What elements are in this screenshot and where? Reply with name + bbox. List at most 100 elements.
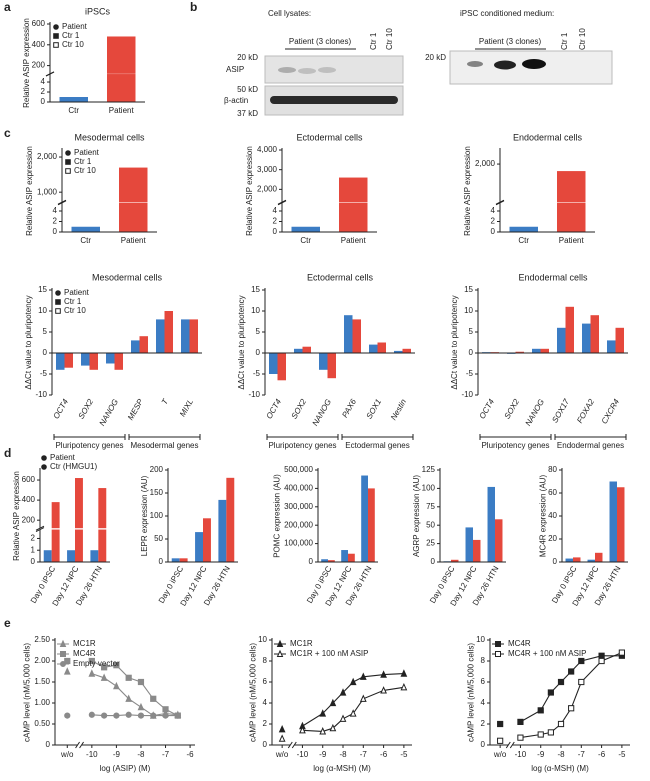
- legend-label: MC1R: [290, 639, 313, 648]
- y-tick-label: 0: [309, 557, 314, 566]
- y-tick-label: 50: [426, 520, 435, 529]
- y-tick-label: 0: [159, 557, 164, 566]
- marker: [276, 639, 284, 647]
- marker: [349, 677, 357, 686]
- bar: [302, 346, 311, 353]
- x-tick-label: -7: [578, 750, 586, 759]
- y-tick-label: 4: [491, 206, 496, 215]
- y-tick-label: 1.50: [34, 677, 50, 686]
- marker: [495, 651, 501, 657]
- marker: [137, 712, 145, 719]
- y-tick-label: -10: [248, 390, 260, 399]
- band: [522, 59, 546, 69]
- chart-title: Ectodermal cells: [307, 272, 374, 282]
- x-tick-label: Ctr: [80, 236, 91, 245]
- blots: b Cell lysates: Patient (3 clones) Ctr 1…: [190, 0, 613, 118]
- lane-group: Patient (3 clones): [289, 37, 352, 46]
- marker: [100, 673, 108, 681]
- marker: [537, 707, 544, 714]
- panel-letter: e: [4, 616, 11, 630]
- x-tick-label: -8: [137, 750, 145, 759]
- protein-label: ASIP: [226, 65, 244, 74]
- marker: [64, 712, 71, 719]
- bar: [341, 550, 348, 562]
- marker: [598, 657, 605, 665]
- bar: [540, 348, 549, 353]
- y-axis-label: cAMP level (nM/5,000 cells): [466, 643, 475, 742]
- y-tick-label: -5: [466, 369, 474, 378]
- bar: [321, 559, 328, 562]
- legend-label: Patient: [64, 288, 90, 297]
- break-mark: [495, 199, 505, 205]
- bar: [515, 351, 524, 353]
- x-tick-label: -6: [380, 750, 388, 759]
- x-tick-label: SOX2: [503, 397, 522, 420]
- bar: [189, 319, 198, 353]
- x-tick-label: -8: [339, 750, 347, 759]
- marker: [88, 711, 95, 718]
- marker: [60, 651, 66, 657]
- bar: [607, 340, 616, 353]
- bar: [617, 487, 625, 562]
- panel-letter: a: [4, 0, 11, 14]
- bar: [590, 315, 599, 353]
- y-tick-label: 0: [46, 740, 51, 749]
- y-tick-label: 4: [41, 77, 46, 86]
- x-tick-label: T: [160, 397, 171, 407]
- lane-group: Patient (3 clones): [479, 37, 542, 46]
- marker: [65, 168, 71, 174]
- x-tick-label: SOX2: [290, 397, 309, 420]
- axis-break: [278, 202, 379, 203]
- bar: [615, 327, 624, 353]
- y-tick-label: 1,000: [37, 187, 58, 196]
- bar: [344, 315, 353, 353]
- bar: [557, 171, 586, 232]
- bar: [582, 323, 591, 353]
- y-tick-label: 0: [53, 227, 58, 236]
- y-tick-label: 10: [38, 306, 47, 315]
- y-tick-label: -5: [40, 369, 48, 378]
- bar: [90, 550, 99, 562]
- marker: [618, 649, 625, 656]
- axis-break: [77, 743, 82, 747]
- y-axis-label: Relative ASIP expression: [245, 146, 254, 236]
- marker: [359, 694, 367, 702]
- bar: [377, 342, 386, 353]
- marker: [53, 24, 59, 30]
- y-tick-label: 0: [41, 97, 46, 106]
- y-tick-label: 0.50: [34, 719, 50, 728]
- marker: [380, 686, 387, 694]
- y-tick-label: 200: [32, 61, 46, 70]
- x-tick-label: Patient: [121, 236, 147, 245]
- marker: [319, 727, 327, 735]
- y-tick-label: 0: [31, 557, 36, 566]
- y-tick-label: 2: [53, 217, 58, 226]
- chart-title: iPSCs: [85, 6, 111, 16]
- x-tick-label: w/o: [275, 750, 289, 759]
- x-axis-label: log (α-MSH) (M): [531, 764, 589, 773]
- marker: [59, 639, 67, 647]
- y-tick-label: 3,000: [257, 165, 278, 174]
- bar: [218, 499, 227, 562]
- y-tick-label: 40: [548, 511, 557, 520]
- bar: [402, 348, 411, 353]
- y-axis-label: ΔΔCt value to pluripotency: [24, 295, 33, 389]
- group-label: Pluripotency genes: [55, 441, 123, 450]
- marker: [65, 150, 71, 156]
- y-tick-label: 4,000: [257, 145, 278, 154]
- marker: [359, 672, 367, 680]
- bar: [565, 558, 573, 562]
- marker: [557, 678, 565, 686]
- band: [270, 96, 398, 104]
- bar: [114, 353, 123, 370]
- y-tick-label: 100: [150, 511, 164, 520]
- legend-label: Ctr 10: [74, 166, 96, 175]
- break-mark: [505, 741, 511, 749]
- bar: [195, 532, 203, 562]
- marker: [276, 649, 284, 657]
- y-tick-label: 25: [426, 539, 435, 548]
- break-mark: [277, 200, 287, 206]
- y-tick-label: 1: [31, 545, 36, 554]
- marker: [497, 720, 504, 728]
- legend-label: MC4R: [73, 649, 96, 658]
